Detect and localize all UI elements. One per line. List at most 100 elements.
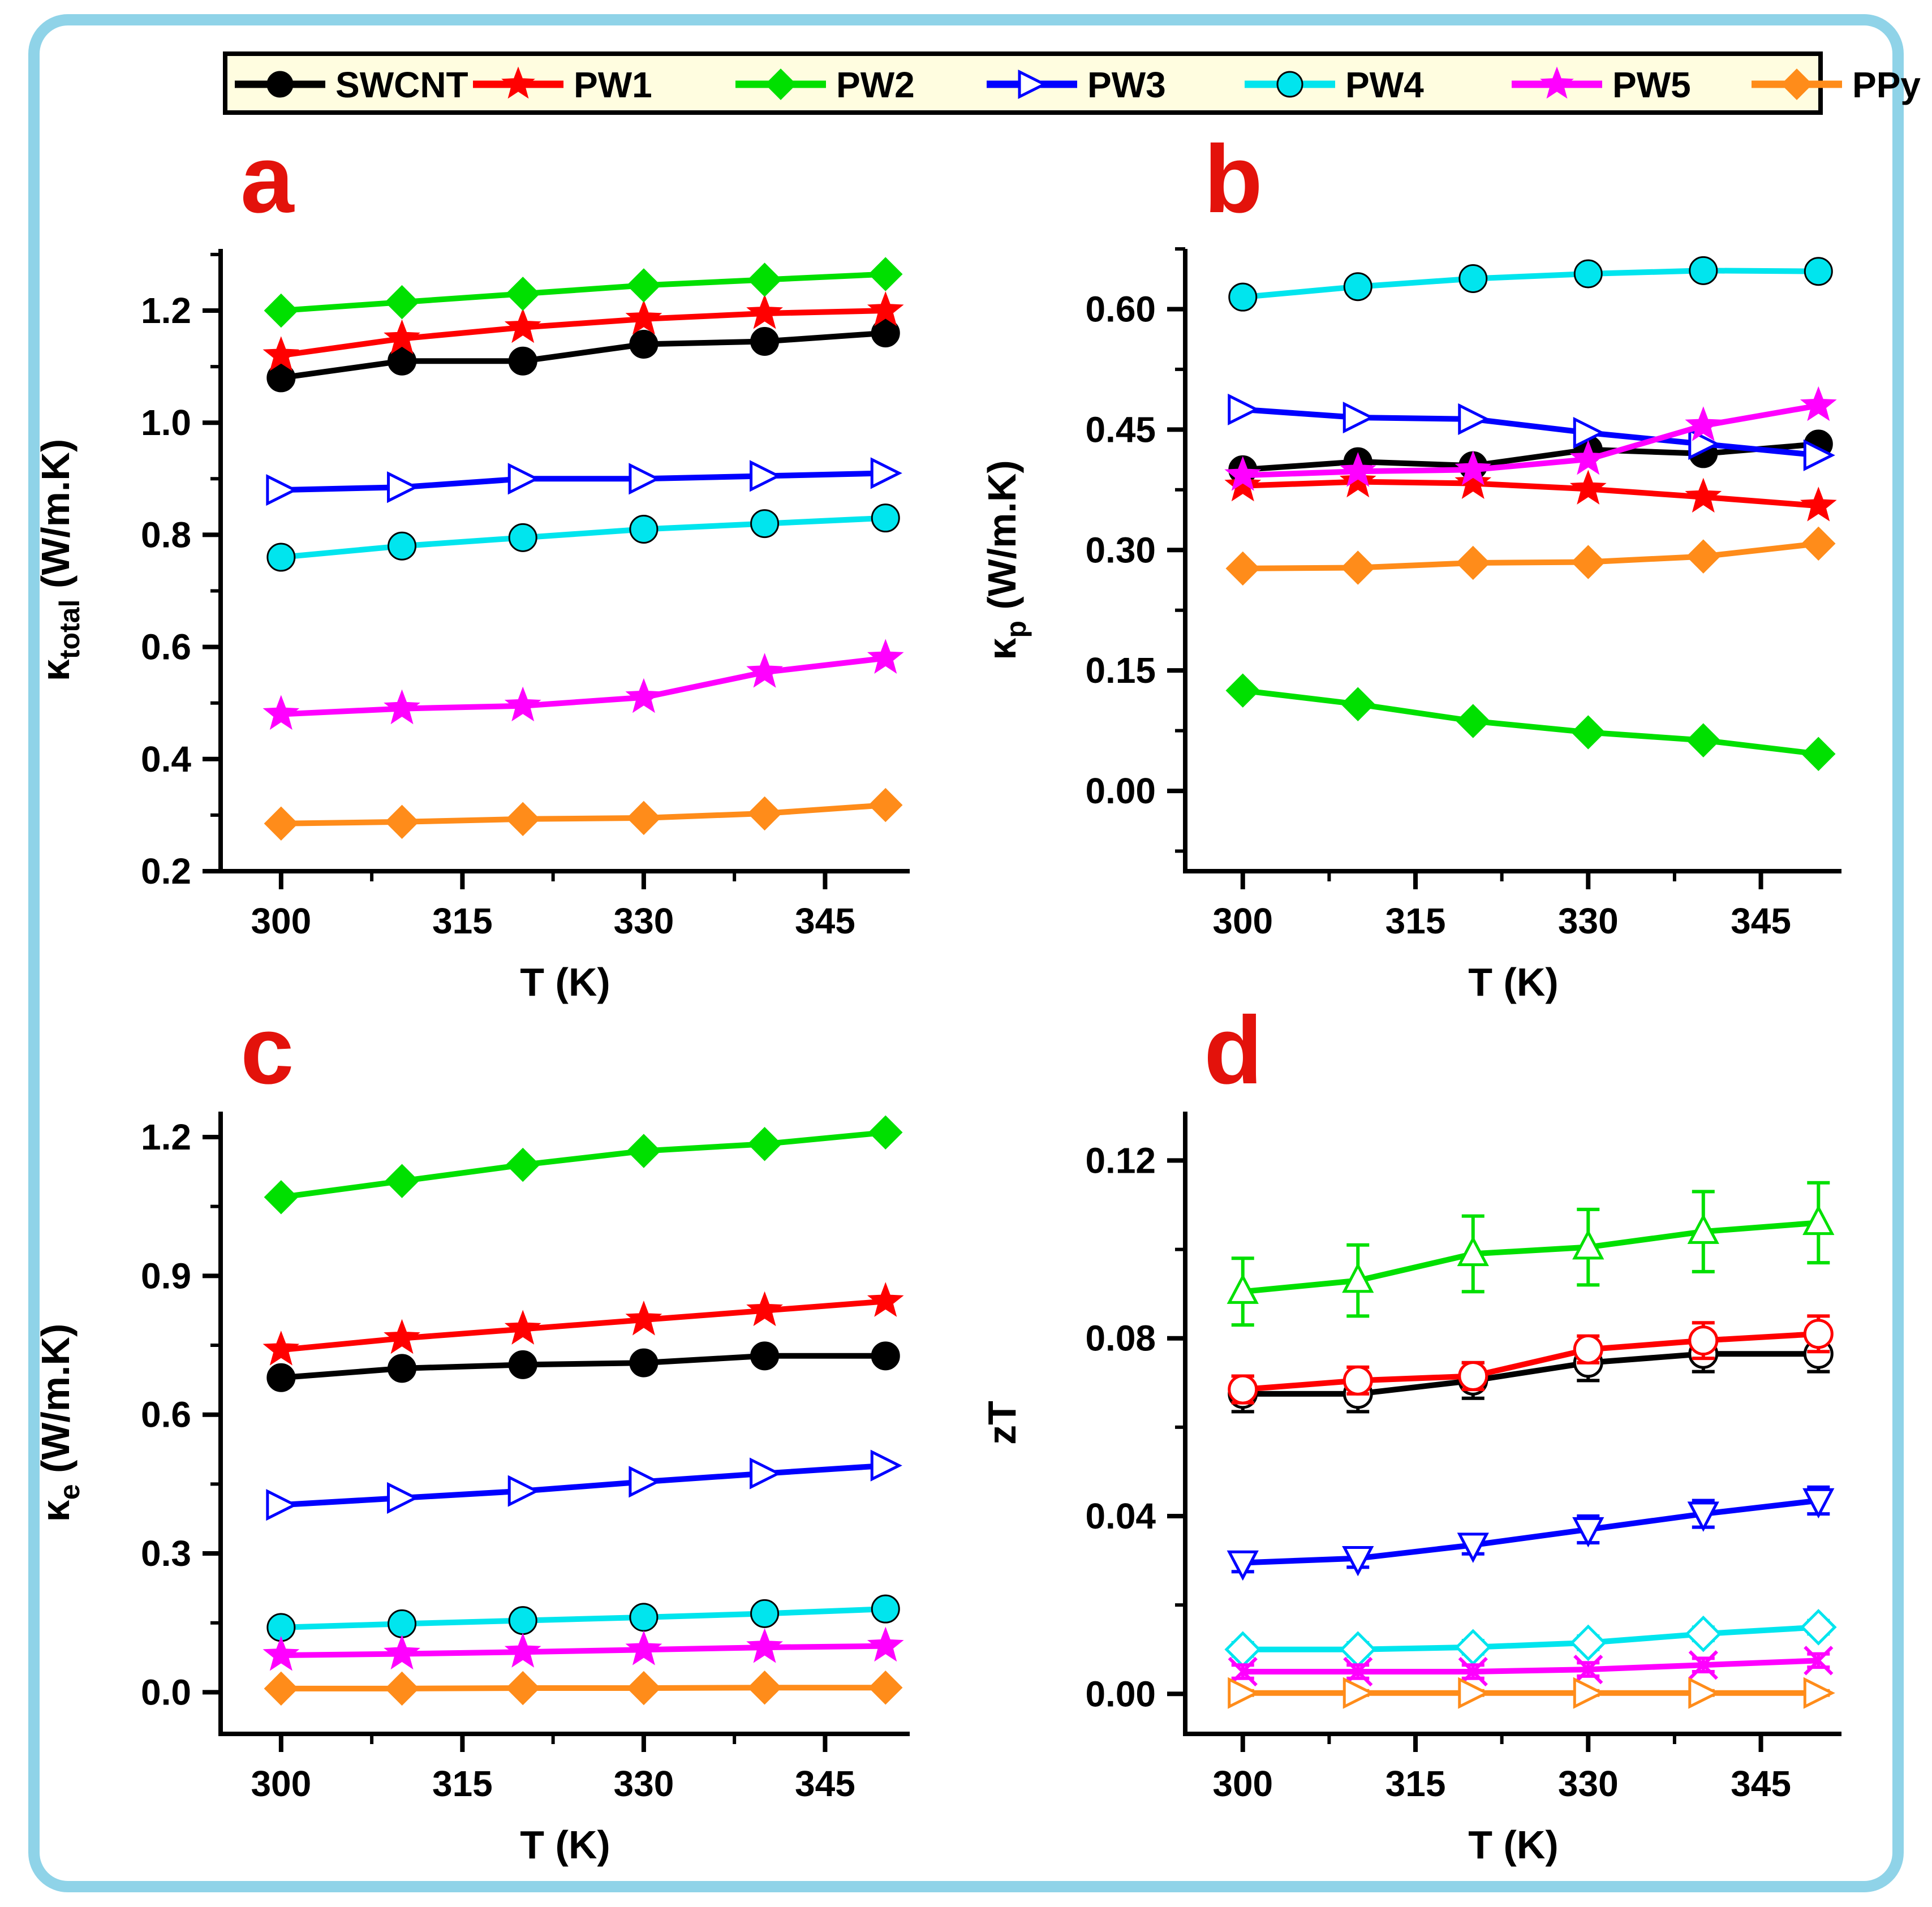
x-tick-label: 300 (251, 901, 311, 941)
data-point (508, 1606, 537, 1635)
data-point (626, 1671, 661, 1706)
data-point (747, 262, 782, 297)
data-point (1456, 704, 1490, 738)
y-label-symbol: zT (980, 1401, 1024, 1445)
y-tick-label: 0.3 (141, 1533, 191, 1574)
data-point (1801, 526, 1836, 561)
legend-entry-pw2: PW2 (735, 64, 915, 105)
data-point (1688, 1677, 1720, 1709)
series-line (281, 330, 886, 381)
data-point (750, 327, 780, 356)
series-line (281, 271, 886, 313)
data-point (263, 1635, 300, 1671)
data-point (1341, 550, 1375, 585)
data-point (1572, 1517, 1604, 1548)
data-point (1686, 539, 1721, 574)
data-point (264, 806, 299, 841)
series-pw2 (264, 257, 903, 328)
data-point (1688, 1325, 1719, 1356)
y-tick-label: 0.60 (1085, 289, 1156, 329)
series-line (281, 1643, 886, 1658)
data-point (1686, 723, 1721, 757)
series-ppy (264, 787, 903, 841)
data-point (264, 1671, 299, 1706)
data-point (388, 1609, 417, 1638)
data-point (1800, 487, 1837, 522)
data-point (629, 329, 659, 359)
data-point (264, 1180, 299, 1215)
data-point (868, 1671, 903, 1705)
data-point (871, 503, 900, 533)
data-point (867, 291, 904, 326)
series-line (1242, 687, 1819, 757)
data-point (1685, 1615, 1722, 1652)
series-line (281, 1606, 886, 1630)
data-point (504, 1633, 541, 1668)
data-point (1571, 545, 1606, 579)
series-line (281, 655, 886, 717)
panel-letter: c (240, 997, 294, 1104)
x-axis-label: T (K) (1468, 1823, 1558, 1867)
series-pw2 (1227, 1181, 1835, 1327)
series-line (1242, 1624, 1819, 1652)
data-point (1803, 1677, 1835, 1709)
data-point (505, 277, 540, 311)
series-pw5 (263, 639, 904, 730)
series-ppy (1228, 1677, 1835, 1709)
data-point (505, 1147, 540, 1182)
data-point (1688, 1650, 1718, 1680)
data-point (266, 363, 296, 393)
data-point (871, 318, 900, 348)
series-swcnt (266, 318, 900, 393)
x-tick-label: 315 (1385, 1763, 1446, 1804)
data-point (747, 796, 782, 831)
legend-entry-swcnt: SWCNT (235, 64, 468, 105)
y-tick-label: 0.12 (1085, 1140, 1156, 1181)
panel-c: c 300 315 330 345 0.0 0.3 0.6 0.9 1.2 T (K) κe (W/m… (33, 997, 910, 1867)
data-point (1689, 256, 1718, 285)
data-point (868, 787, 903, 823)
data-point (505, 802, 540, 837)
data-point (504, 1310, 541, 1345)
series-pw5 (263, 1626, 904, 1671)
legend-marker (765, 68, 797, 100)
data-point (625, 678, 662, 713)
data-point (747, 1127, 782, 1161)
data-point (263, 336, 300, 371)
x-tick-label: 330 (1558, 1763, 1619, 1804)
data-point (1804, 257, 1833, 286)
data-point (629, 1466, 661, 1498)
data-point (626, 268, 661, 303)
y-tick-label: 0.8 (141, 514, 191, 555)
data-point (263, 1331, 300, 1366)
series-pw5 (1224, 386, 1837, 491)
data-point (867, 1626, 904, 1662)
data-point (1801, 737, 1836, 771)
data-point (1802, 1488, 1835, 1519)
data-point (1339, 452, 1376, 487)
y-tick-label: 0.6 (141, 627, 191, 668)
series-line (281, 802, 886, 826)
series-line (281, 1353, 886, 1381)
data-point (1685, 477, 1722, 513)
legend-marker (501, 66, 535, 99)
y-label-subscript: e (54, 1484, 85, 1500)
panel-d: d 300 315 330 345 0.00 0.04 0.08 0.12 T (K) zT (980, 997, 1841, 1867)
panel-a: a 300 315 330 345 0.2 0.4 0.6 0.8 1.0 1.2 T (K) κtot… (33, 126, 910, 1004)
series-line (281, 515, 886, 560)
data-point (750, 1599, 780, 1628)
data-point (1224, 466, 1262, 502)
data-point (1341, 687, 1375, 721)
data-point (1342, 402, 1375, 434)
data-point (1228, 393, 1260, 425)
data-point (868, 1115, 903, 1150)
data-point (385, 804, 419, 840)
y-tick-label: 0.15 (1085, 650, 1156, 691)
y-tick-label: 0.45 (1085, 409, 1156, 450)
y-label-symbol: κ (980, 638, 1024, 660)
data-point (1569, 470, 1607, 505)
series-pw1 (263, 291, 904, 371)
legend-label: PW2 (836, 64, 915, 105)
series-line (1242, 402, 1819, 479)
x-tick-label: 330 (614, 901, 674, 941)
